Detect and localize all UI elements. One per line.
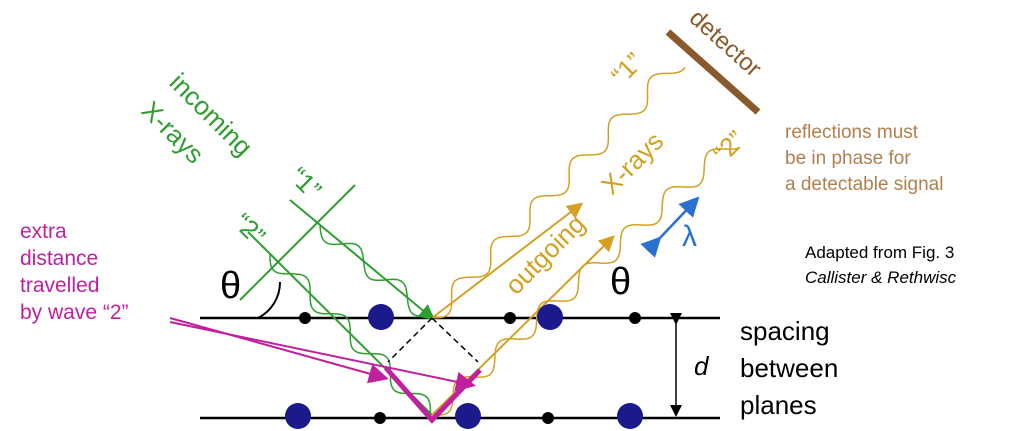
label-line: X-rays: [595, 126, 669, 200]
atom-small: [374, 412, 386, 424]
theta-in: θ: [220, 265, 241, 307]
dashed-line: [432, 318, 478, 362]
label-line: outgoing: [499, 208, 591, 300]
extra-distance: extra distance travelled by wave “2”: [20, 220, 129, 324]
ray-label: “2”: [228, 207, 272, 251]
ray-label: “2”: [707, 125, 751, 169]
spacing-label: spacing between planes: [740, 316, 838, 420]
incoming-ray-1: [290, 200, 432, 318]
label-line: planes: [740, 390, 817, 420]
credit: Adapted from Fig. 3 Callister & Rethwisc: [805, 243, 957, 287]
pointer-arrow: [170, 322, 472, 385]
atom-large: [368, 304, 394, 330]
ray-label: “1”: [605, 47, 649, 91]
d-label: d: [694, 351, 710, 381]
atom-small: [629, 312, 641, 324]
atom-small: [504, 312, 516, 324]
wave: [432, 67, 685, 318]
note-line: reflections must: [785, 122, 919, 143]
note-line: extra: [20, 220, 67, 243]
credit-line: Adapted from Fig. 3: [805, 243, 954, 262]
incoming-label: incoming X-rays “1” “2”: [136, 67, 328, 251]
note-line: be in phase for: [785, 148, 911, 169]
angle-arc: [258, 282, 280, 318]
theta-out: θ: [610, 261, 631, 303]
atom-large: [285, 403, 311, 429]
note-line: distance: [20, 247, 98, 270]
label-line: spacing: [740, 316, 830, 346]
note-line: by wave “2”: [20, 301, 129, 324]
atom-large: [617, 403, 643, 429]
label-line: between: [740, 353, 838, 383]
atom-large: [537, 304, 563, 330]
ray-label: “1”: [284, 161, 328, 205]
atom-small: [542, 412, 554, 424]
atom-large: [455, 403, 481, 429]
lambda: λ: [682, 220, 697, 253]
credit-line: Callister & Rethwisc: [805, 268, 957, 287]
phase-note: reflections must be in phase for a detec…: [785, 122, 943, 195]
note-line: travelled: [20, 274, 99, 297]
detector-label: detector: [684, 4, 767, 82]
dashed-line: [388, 318, 432, 362]
atom-small: [299, 312, 311, 324]
diffraction-diagram: incoming X-rays “1” “2” outgoing X-rays …: [0, 0, 1020, 431]
note-line: a detectable signal: [785, 174, 943, 195]
